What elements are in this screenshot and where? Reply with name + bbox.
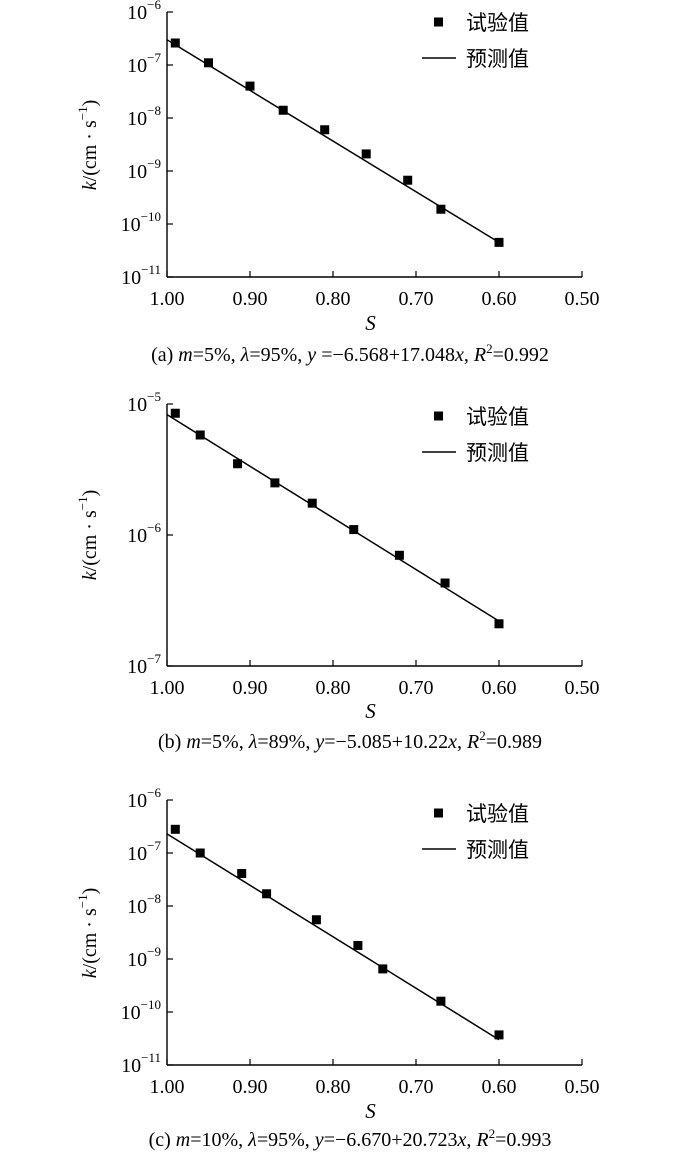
- y-tick-label: 10−6: [127, 520, 161, 547]
- data-point: [170, 824, 180, 834]
- data-point: [262, 889, 272, 899]
- data-point: [195, 848, 205, 858]
- x-tick-label: 0.60: [482, 288, 517, 310]
- y-tick-label: 10−10: [121, 997, 161, 1024]
- data-point: [307, 498, 317, 508]
- panel-caption: (c) m=10%, λ=95%, y=−6.670+20.723x, R2=0…: [149, 1126, 552, 1151]
- y-axis-title: k/(cm · s−1): [75, 490, 101, 581]
- legend-label-predicted: 预测值: [466, 441, 529, 465]
- y-tick-label: 10−7: [127, 651, 161, 678]
- legend-marker-icon: [434, 411, 443, 421]
- series-line-predicted: [166, 833, 500, 1041]
- data-point: [311, 915, 321, 925]
- x-tick-label: 0.80: [316, 1076, 351, 1098]
- legend-marker-icon: [434, 808, 443, 818]
- y-tick-label: 10−8: [127, 891, 161, 918]
- x-tick-label: 1.00: [150, 677, 185, 699]
- y-tick-label: 10−9: [127, 156, 161, 183]
- series-line-predicted: [166, 413, 500, 622]
- y-tick-label: 10−11: [121, 1050, 161, 1077]
- y-tick-label: 10−9: [127, 944, 161, 971]
- data-point: [378, 964, 388, 974]
- data-point: [436, 996, 446, 1006]
- data-point: [494, 237, 504, 247]
- data-point: [394, 550, 404, 560]
- data-point: [494, 619, 504, 629]
- legend-marker-icon: [434, 17, 443, 27]
- x-axis-title: S: [365, 311, 376, 335]
- legend-label-predicted: 预测值: [466, 838, 529, 862]
- panel-caption: (a) m=5%, λ=95%, y =−6.568+17.048x, R2=0…: [151, 341, 549, 366]
- y-tick-label: 10−5: [127, 389, 161, 416]
- legend-label-predicted: 预测值: [466, 47, 529, 71]
- x-tick-label: 0.60: [482, 1076, 517, 1098]
- data-point: [403, 175, 413, 185]
- x-tick-label: 0.50: [565, 288, 600, 310]
- x-tick-label: 0.90: [233, 1076, 268, 1098]
- data-point: [349, 525, 359, 535]
- data-point: [170, 408, 180, 418]
- data-point: [440, 578, 450, 588]
- y-tick-label: 10−10: [121, 209, 161, 236]
- chart-panel-2: 1.00 0.90 0.80 0.70 0.60 0.50 10−5 10−6 10−7 试验值预…: [75, 389, 600, 753]
- x-tick-label: 0.60: [482, 677, 517, 699]
- x-tick-label: 0.50: [565, 677, 600, 699]
- y-axis-title: k/(cm · s−1): [75, 100, 101, 191]
- data-point: [233, 459, 243, 469]
- x-tick-label: 0.80: [316, 288, 351, 310]
- y-tick-label: 10−7: [127, 50, 161, 77]
- data-point: [361, 149, 371, 159]
- data-point: [436, 204, 446, 214]
- data-point: [170, 38, 180, 48]
- x-axis-title: S: [365, 699, 376, 723]
- x-tick-label: 0.90: [233, 677, 268, 699]
- x-axis-title: S: [365, 1099, 376, 1123]
- data-point: [195, 430, 205, 440]
- y-tick-label: 10−7: [127, 838, 161, 865]
- x-tick-label: 0.90: [233, 288, 268, 310]
- legend-label-experimental: 试验值: [466, 802, 529, 826]
- chart-panel-3: 1.00 0.90 0.80 0.70 0.60 0.50 10−6 10−7 10−8 10−9…: [75, 785, 600, 1151]
- data-point: [270, 478, 280, 488]
- x-tick-label: 1.00: [150, 1076, 185, 1098]
- data-point: [245, 81, 255, 91]
- x-tick-label: 0.50: [565, 1076, 600, 1098]
- x-tick-label: 0.70: [399, 677, 434, 699]
- x-tick-label: 0.70: [399, 288, 434, 310]
- x-tick-label: 1.00: [150, 288, 185, 310]
- chart-panel-1: 1.00 0.90 0.80 0.70 0.60 0.50 10−6 10−7 10−8 10−9…: [75, 0, 600, 366]
- data-point: [494, 1030, 504, 1040]
- x-tick-label: 0.80: [316, 677, 351, 699]
- legend-label-experimental: 试验值: [466, 11, 529, 35]
- y-tick-label: 10−6: [127, 0, 161, 24]
- series-line-predicted: [166, 39, 500, 244]
- y-tick-label: 10−6: [127, 785, 161, 812]
- x-tick-label: 0.70: [399, 1076, 434, 1098]
- legend-label-experimental: 试验值: [466, 405, 529, 429]
- data-point: [320, 125, 330, 135]
- data-point: [237, 869, 247, 879]
- y-axis-title: k/(cm · s−1): [75, 888, 101, 979]
- data-point: [278, 105, 288, 115]
- data-point: [353, 940, 363, 950]
- data-point: [204, 58, 213, 68]
- panel-caption: (b) m=5%, λ=89%, y=−5.085+10.22x, R2=0.9…: [158, 728, 542, 753]
- y-tick-label: 10−8: [127, 103, 161, 130]
- y-tick-label: 10−11: [121, 262, 161, 289]
